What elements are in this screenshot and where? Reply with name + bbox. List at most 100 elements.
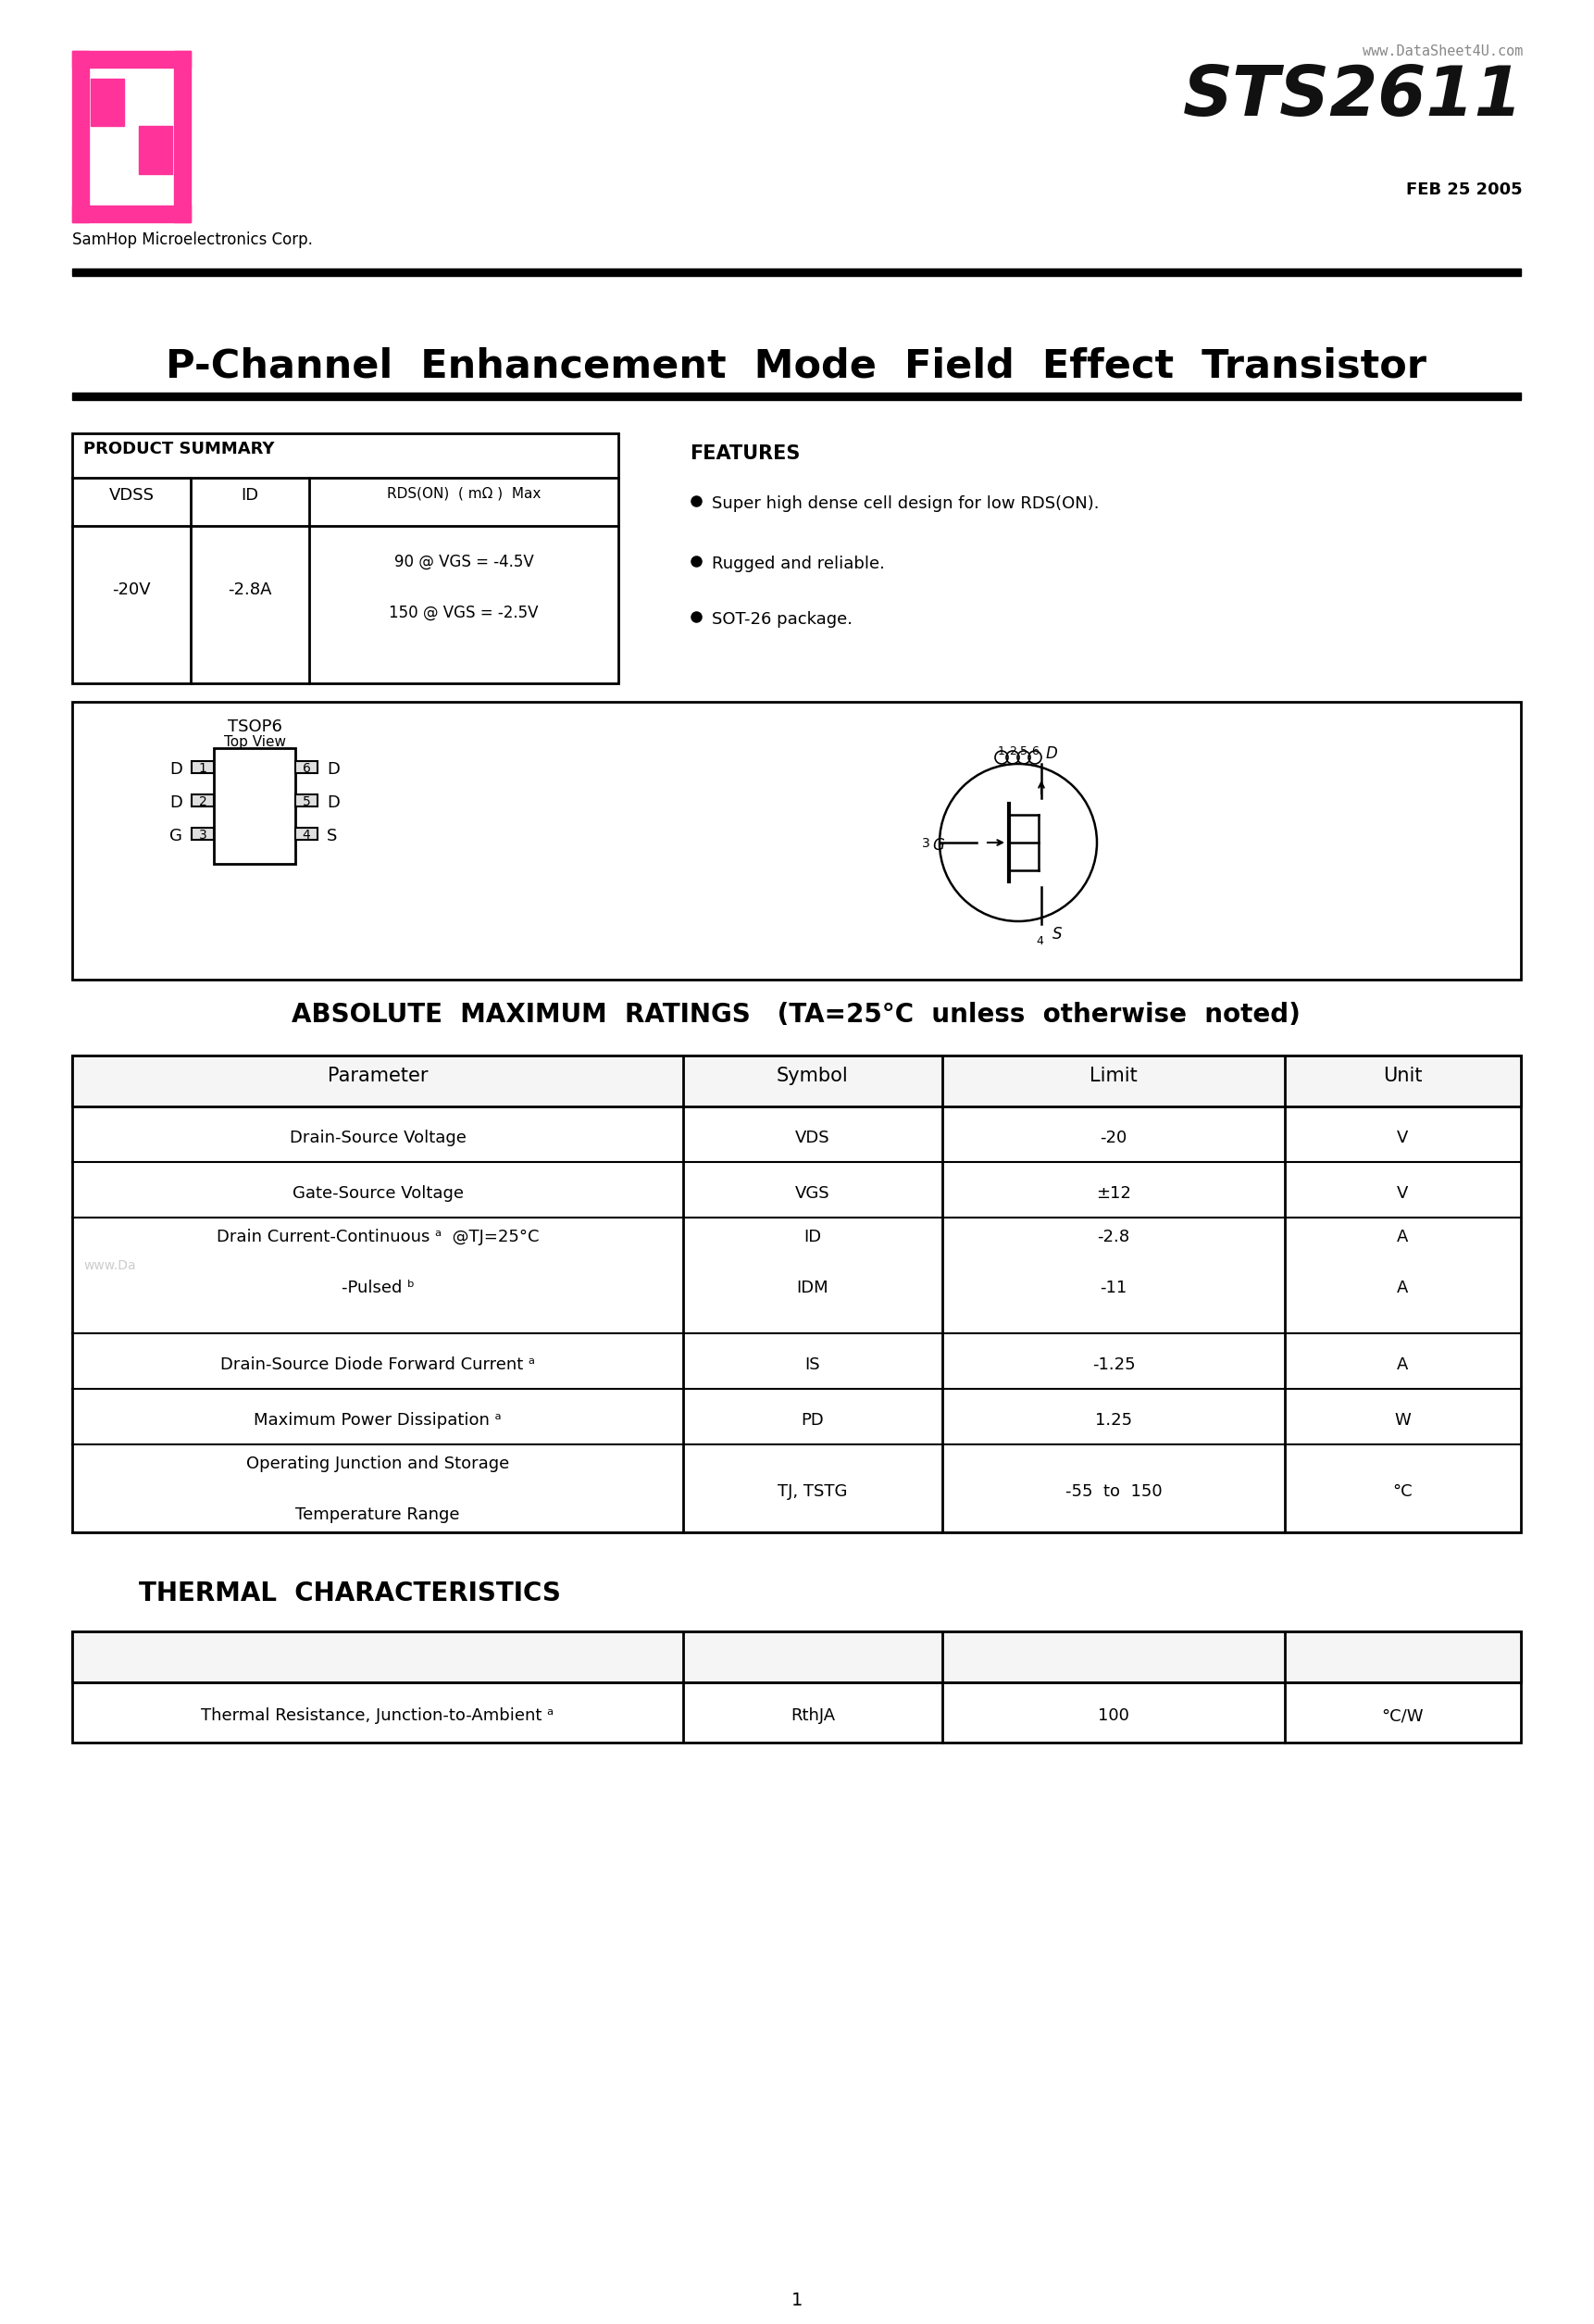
Text: V: V bbox=[1396, 1129, 1409, 1146]
Text: W: W bbox=[1395, 1413, 1411, 1429]
Bar bbox=[72, 393, 1521, 400]
Text: -20: -20 bbox=[1100, 1129, 1127, 1146]
Text: Parameter: Parameter bbox=[327, 1067, 427, 1085]
Text: -55  to  150: -55 to 150 bbox=[1065, 1483, 1162, 1501]
Bar bbox=[91, 79, 124, 125]
Text: RthJA: RthJA bbox=[791, 1708, 835, 1724]
Bar bbox=[72, 51, 191, 67]
Text: -Pulsed ᵇ: -Pulsed ᵇ bbox=[341, 1281, 414, 1297]
Text: -11: -11 bbox=[1100, 1281, 1127, 1297]
Bar bbox=[191, 760, 214, 774]
Text: THERMAL  CHARACTERISTICS: THERMAL CHARACTERISTICS bbox=[139, 1580, 561, 1606]
Text: RDS(ON)  ( mΩ )  Max: RDS(ON) ( mΩ ) Max bbox=[387, 488, 540, 502]
Text: Drain Current-Continuous ᵃ  @TJ=25°C: Drain Current-Continuous ᵃ @TJ=25°C bbox=[217, 1229, 539, 1246]
Text: Rugged and reliable.: Rugged and reliable. bbox=[713, 555, 885, 572]
Text: D: D bbox=[327, 760, 340, 776]
Bar bbox=[72, 702, 1521, 981]
Text: V: V bbox=[1396, 1185, 1409, 1202]
Text: 2: 2 bbox=[199, 795, 207, 809]
Text: °C/W: °C/W bbox=[1382, 1708, 1423, 1724]
Text: 150 @ VGS = -2.5V: 150 @ VGS = -2.5V bbox=[389, 604, 539, 621]
Text: ±12: ±12 bbox=[1097, 1185, 1132, 1202]
Text: 6: 6 bbox=[303, 762, 311, 776]
Text: SOT-26 package.: SOT-26 package. bbox=[713, 611, 853, 627]
Bar bbox=[174, 51, 191, 223]
Text: -20V: -20V bbox=[112, 581, 151, 597]
Text: Temperature Range: Temperature Range bbox=[295, 1506, 459, 1522]
Bar bbox=[72, 432, 618, 683]
Text: -2.8A: -2.8A bbox=[228, 581, 273, 597]
Bar bbox=[191, 795, 214, 806]
Text: Drain-Source Diode Forward Current ᵃ: Drain-Source Diode Forward Current ᵃ bbox=[220, 1357, 536, 1373]
Text: 1: 1 bbox=[998, 746, 1006, 758]
Text: PRODUCT SUMMARY: PRODUCT SUMMARY bbox=[83, 442, 274, 458]
Bar bbox=[214, 748, 295, 865]
Text: 5: 5 bbox=[303, 795, 311, 809]
Text: IS: IS bbox=[805, 1357, 821, 1373]
Bar bbox=[295, 795, 317, 806]
Text: 1: 1 bbox=[791, 2291, 803, 2310]
Text: Thermal Resistance, Junction-to-Ambient ᵃ: Thermal Resistance, Junction-to-Ambient … bbox=[201, 1708, 555, 1724]
Text: -1.25: -1.25 bbox=[1092, 1357, 1135, 1373]
Bar bbox=[191, 827, 214, 839]
Text: 2: 2 bbox=[1009, 746, 1017, 758]
Bar bbox=[72, 270, 1521, 277]
Text: www.DataSheet4U.com: www.DataSheet4U.com bbox=[1363, 44, 1522, 58]
Text: °C: °C bbox=[1393, 1483, 1412, 1501]
Text: PD: PD bbox=[802, 1413, 824, 1429]
Bar bbox=[72, 1631, 1521, 1683]
Text: ABSOLUTE  MAXIMUM  RATINGS   (TA=25°C  unless  otherwise  noted): ABSOLUTE MAXIMUM RATINGS (TA=25°C unless… bbox=[292, 1002, 1301, 1027]
Text: TJ, TSTG: TJ, TSTG bbox=[778, 1483, 848, 1501]
Text: ID: ID bbox=[241, 488, 258, 504]
Bar bbox=[72, 1055, 1521, 1106]
Bar bbox=[72, 205, 191, 223]
Text: Maximum Power Dissipation ᵃ: Maximum Power Dissipation ᵃ bbox=[253, 1413, 502, 1429]
Text: VDS: VDS bbox=[795, 1129, 830, 1146]
Text: G: G bbox=[169, 827, 182, 844]
Text: FEB 25 2005: FEB 25 2005 bbox=[1406, 181, 1522, 198]
Bar bbox=[139, 125, 172, 174]
Text: 1.25: 1.25 bbox=[1095, 1413, 1132, 1429]
Text: D: D bbox=[169, 795, 182, 811]
Bar bbox=[295, 827, 317, 839]
Text: 1: 1 bbox=[199, 762, 207, 776]
Text: 4: 4 bbox=[1036, 934, 1042, 948]
Text: Symbol: Symbol bbox=[776, 1067, 848, 1085]
Bar bbox=[72, 51, 89, 223]
Text: VDSS: VDSS bbox=[108, 488, 155, 504]
Text: 5: 5 bbox=[1020, 746, 1028, 758]
Text: G: G bbox=[932, 837, 944, 853]
Text: S: S bbox=[327, 827, 338, 844]
Text: P-Channel  Enhancement  Mode  Field  Effect  Transistor: P-Channel Enhancement Mode Field Effect … bbox=[166, 346, 1427, 386]
Bar bbox=[72, 1055, 1521, 1532]
Text: Super high dense cell design for low RDS(ON).: Super high dense cell design for low RDS… bbox=[713, 495, 1100, 511]
Text: ID: ID bbox=[803, 1229, 821, 1246]
Text: Operating Junction and Storage: Operating Junction and Storage bbox=[245, 1455, 508, 1471]
Text: A: A bbox=[1396, 1229, 1409, 1246]
Text: 4: 4 bbox=[303, 830, 311, 841]
Text: Drain-Source Voltage: Drain-Source Voltage bbox=[290, 1129, 465, 1146]
Text: Top View: Top View bbox=[223, 734, 285, 748]
Text: www.Da: www.Da bbox=[83, 1260, 135, 1271]
Text: 100: 100 bbox=[1098, 1708, 1129, 1724]
Text: TSOP6: TSOP6 bbox=[228, 718, 282, 734]
Text: A: A bbox=[1396, 1281, 1409, 1297]
Text: Limit: Limit bbox=[1090, 1067, 1138, 1085]
Text: IDM: IDM bbox=[797, 1281, 829, 1297]
Text: S: S bbox=[1052, 925, 1062, 944]
Text: D: D bbox=[169, 760, 182, 776]
Text: Gate-Source Voltage: Gate-Source Voltage bbox=[292, 1185, 464, 1202]
Text: Unit: Unit bbox=[1384, 1067, 1422, 1085]
Text: D: D bbox=[1046, 746, 1058, 762]
Text: 6: 6 bbox=[1031, 746, 1039, 758]
Text: -2.8: -2.8 bbox=[1097, 1229, 1130, 1246]
Text: 3: 3 bbox=[923, 837, 931, 851]
Bar bbox=[72, 1631, 1521, 1743]
Text: STS2611: STS2611 bbox=[1183, 63, 1522, 130]
Text: SamHop Microelectronics Corp.: SamHop Microelectronics Corp. bbox=[72, 232, 312, 249]
Bar bbox=[295, 760, 317, 774]
Text: 3: 3 bbox=[199, 830, 207, 841]
Text: A: A bbox=[1396, 1357, 1409, 1373]
Text: D: D bbox=[327, 795, 340, 811]
Text: 90 @ VGS = -4.5V: 90 @ VGS = -4.5V bbox=[394, 553, 534, 569]
